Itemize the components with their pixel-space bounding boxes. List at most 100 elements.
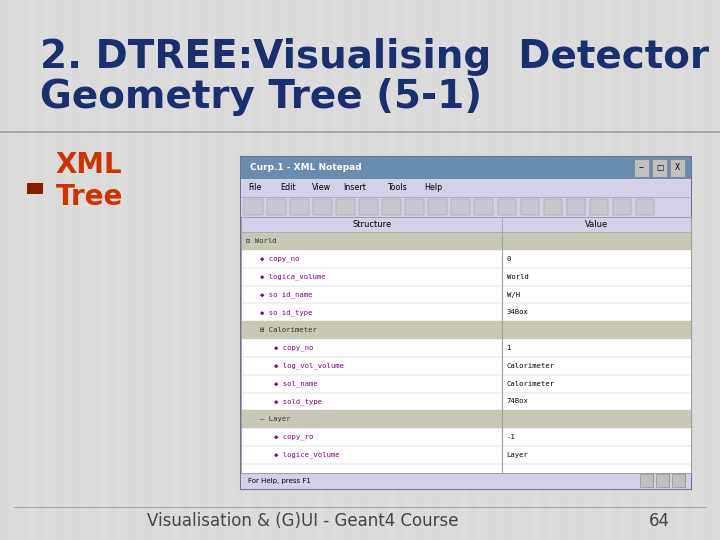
Text: 2. DTREE:Visualising  Detector: 2. DTREE:Visualising Detector	[40, 38, 708, 76]
Bar	[297, 0, 306, 540]
Text: Curp.1 - XML Notepad: Curp.1 - XML Notepad	[250, 164, 361, 172]
Bar	[241, 232, 503, 250]
Bar	[477, 0, 486, 540]
Bar	[189, 0, 198, 540]
Text: ◆ copy_ro: ◆ copy_ro	[274, 434, 314, 440]
Text: ⊡ World: ⊡ World	[246, 238, 276, 244]
Text: ◆ so id_type: ◆ so id_type	[260, 309, 312, 316]
Text: Tree: Tree	[55, 183, 123, 211]
Bar	[711, 0, 720, 540]
Bar	[270, 0, 279, 540]
Bar	[315, 0, 324, 540]
Text: File: File	[248, 184, 262, 192]
Bar	[639, 0, 648, 540]
Bar	[414, 0, 423, 540]
Bar	[378, 0, 387, 540]
Bar	[405, 199, 424, 215]
Bar	[18, 0, 27, 540]
Bar	[567, 199, 585, 215]
Text: Layer: Layer	[507, 452, 528, 458]
Bar	[244, 199, 263, 215]
Text: Calorimeter: Calorimeter	[507, 363, 554, 369]
Bar	[126, 0, 135, 540]
Text: Geometry Tree (5-1): Geometry Tree (5-1)	[40, 78, 482, 116]
Bar	[648, 0, 657, 540]
Text: For Help, press F1: For Help, press F1	[248, 477, 311, 484]
Text: World: World	[507, 274, 528, 280]
Bar	[672, 474, 685, 487]
Text: ◆ copy_no: ◆ copy_no	[274, 345, 314, 351]
Bar	[521, 199, 539, 215]
Text: 34Box: 34Box	[507, 309, 528, 315]
Bar	[81, 0, 90, 540]
Bar	[498, 199, 516, 215]
Text: ◆ copy_no: ◆ copy_no	[260, 256, 300, 262]
Bar	[234, 0, 243, 540]
Bar	[503, 321, 691, 339]
Bar	[342, 0, 351, 540]
Bar	[27, 183, 43, 194]
Bar	[135, 0, 144, 540]
Bar	[171, 0, 180, 540]
Text: ◆ so id_name: ◆ so id_name	[260, 291, 312, 298]
Bar	[45, 0, 54, 540]
Bar	[153, 0, 162, 540]
Text: Edit: Edit	[280, 184, 296, 192]
Bar	[261, 0, 270, 540]
Bar	[702, 0, 711, 540]
Text: 1: 1	[507, 345, 511, 351]
Bar	[503, 217, 691, 232]
Text: 0: 0	[507, 256, 511, 262]
Bar	[594, 0, 603, 540]
Bar	[333, 0, 342, 540]
Bar	[360, 0, 369, 540]
Bar	[162, 0, 171, 540]
Text: □: □	[656, 164, 663, 172]
Bar	[241, 179, 691, 197]
Bar	[117, 0, 126, 540]
Bar	[640, 474, 653, 487]
Bar	[567, 0, 576, 540]
Text: 64: 64	[649, 511, 670, 530]
Text: -1: -1	[507, 434, 516, 440]
Bar	[684, 0, 693, 540]
Bar	[241, 217, 691, 472]
Bar	[612, 0, 621, 540]
Bar	[670, 159, 685, 177]
Bar	[441, 0, 450, 540]
Bar	[241, 157, 691, 489]
Bar	[351, 0, 360, 540]
Bar	[693, 0, 702, 540]
Bar	[99, 0, 108, 540]
Bar	[241, 217, 503, 232]
Text: Tools: Tools	[387, 184, 406, 192]
Bar	[513, 0, 522, 540]
Bar	[241, 472, 691, 489]
Bar	[290, 199, 309, 215]
Bar	[613, 199, 631, 215]
Bar	[531, 0, 540, 540]
Text: ◆ sol_name: ◆ sol_name	[274, 380, 318, 387]
Bar	[590, 199, 608, 215]
Bar	[503, 410, 691, 428]
Bar	[108, 0, 117, 540]
Bar	[636, 199, 654, 215]
Bar	[27, 0, 36, 540]
Bar	[428, 199, 447, 215]
Bar	[288, 0, 297, 540]
Bar	[279, 0, 288, 540]
Text: ‒ Layer: ‒ Layer	[260, 416, 291, 422]
Bar	[36, 0, 45, 540]
Text: ◆ logica_volume: ◆ logica_volume	[260, 273, 325, 280]
Bar	[503, 217, 691, 472]
Bar	[336, 199, 355, 215]
Bar	[216, 0, 225, 540]
Bar	[0, 0, 9, 540]
Bar	[585, 0, 594, 540]
Bar	[634, 159, 649, 177]
Bar	[657, 0, 666, 540]
Bar	[544, 199, 562, 215]
Bar	[474, 199, 493, 215]
Text: ⊞ Calorimeter: ⊞ Calorimeter	[260, 327, 317, 333]
Bar	[54, 0, 63, 540]
